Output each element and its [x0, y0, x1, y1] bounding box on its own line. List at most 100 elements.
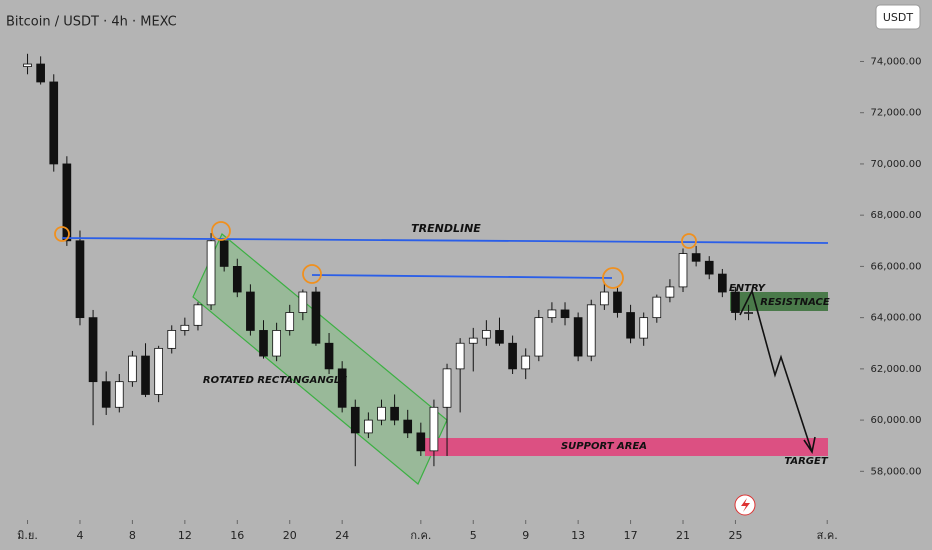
- trendline: [61, 237, 829, 244]
- x-tick-label: 25: [728, 529, 742, 542]
- candle-body: [600, 291, 609, 306]
- y-tick-label: 74,000.00: [871, 56, 922, 67]
- candle-body: [36, 63, 45, 83]
- candle-body: [521, 355, 531, 370]
- y-tick-label: 68,000.00: [871, 210, 922, 221]
- trendline-2: [311, 274, 613, 279]
- x-tick-label: 5: [470, 529, 477, 542]
- candle-body: [718, 273, 727, 293]
- currency-label[interactable]: USDT: [883, 11, 914, 24]
- candle-body: [364, 419, 373, 434]
- candle-body: [455, 342, 465, 370]
- annotation: RESISTNACE: [760, 297, 830, 308]
- lightning: [741, 498, 750, 512]
- y-tick-label: 60,000.00: [871, 415, 922, 426]
- candle-body: [652, 296, 662, 319]
- candle-body: [377, 406, 386, 421]
- candle-body: [665, 286, 675, 298]
- candle-body: [508, 342, 517, 370]
- x-tick-label: ก.ค.: [410, 529, 431, 542]
- candle-body: [23, 63, 32, 68]
- candle-body: [416, 432, 426, 452]
- x-tick-label: 12: [178, 529, 192, 542]
- candle-body: [390, 406, 399, 421]
- x-tick-label: ส.ค.: [817, 529, 838, 542]
- annotation: SUPPORT AREA: [561, 441, 647, 452]
- x-tick-label: 24: [335, 529, 349, 542]
- x-tick-label: 16: [230, 529, 244, 542]
- candle-body: [744, 312, 753, 314]
- circle: [54, 226, 70, 242]
- x-tick-label: 9: [522, 529, 529, 542]
- annotation: ENTRY: [729, 283, 767, 294]
- x-tick-label: มิ.ย.: [17, 529, 38, 542]
- candle-body: [311, 291, 321, 344]
- x-tick-label: 17: [624, 529, 638, 542]
- candle-body: [219, 240, 229, 267]
- candle-body: [691, 253, 701, 262]
- annotation: ROTATED RECTANGANGLE: [203, 375, 347, 386]
- candle-body: [180, 324, 190, 331]
- candle-body: [731, 291, 740, 313]
- candle-body: [206, 240, 216, 306]
- candle-body: [560, 309, 570, 319]
- x-tick-label: 13: [571, 529, 585, 542]
- candle-body: [468, 337, 478, 344]
- chart-title: Bitcoin / USDT · 4h · MEXC: [6, 15, 177, 30]
- x-tick-label: 21: [676, 529, 690, 542]
- candle-body: [259, 330, 268, 357]
- candle-body: [350, 406, 360, 434]
- candles: [23, 53, 753, 467]
- candle-body: [678, 253, 688, 288]
- candle-body: [49, 81, 59, 165]
- candle-body: [495, 330, 504, 344]
- candle-body: [442, 368, 452, 408]
- candle-body: [573, 317, 583, 357]
- support-area: [425, 438, 828, 456]
- x-tick-label: 8: [129, 529, 136, 542]
- y-tick-label: 58,000.00: [871, 466, 922, 477]
- candle-body: [75, 240, 85, 319]
- candle-body: [62, 163, 72, 242]
- y-tick-label: 62,000.00: [871, 364, 922, 375]
- candle-body: [88, 317, 98, 383]
- candle-body: [154, 347, 163, 395]
- candle-body: [482, 330, 491, 339]
- resistance-box: [730, 292, 828, 311]
- circle: [602, 267, 624, 289]
- candle-body: [167, 330, 177, 349]
- candle-body: [704, 260, 714, 275]
- candle-body: [285, 312, 295, 331]
- candle-body: [114, 381, 124, 408]
- candle-body: [613, 291, 622, 313]
- y-tick-label: 64,000.00: [871, 313, 922, 324]
- candle-body: [337, 368, 347, 408]
- y-tick-label: 66,000.00: [871, 261, 922, 272]
- circle: [681, 233, 697, 249]
- y-tick-label: 70,000.00: [871, 159, 922, 170]
- candle-body: [534, 317, 544, 357]
- annotation: TARGET: [784, 456, 829, 467]
- candle-body: [246, 291, 255, 331]
- annotation: TRENDLINE: [411, 222, 481, 235]
- candle-body: [141, 355, 150, 395]
- candle-body: [547, 309, 557, 319]
- x-tick-label: 4: [76, 529, 83, 542]
- circle: [211, 221, 231, 241]
- candle-body: [232, 266, 242, 293]
- candle-body: [324, 342, 334, 370]
- y-tick-label: 72,000.00: [871, 108, 922, 119]
- candle-body: [272, 330, 281, 357]
- currency-button[interactable]: [875, 4, 921, 30]
- candle-body: [639, 317, 649, 339]
- candle-body: [298, 291, 308, 313]
- candle-body: [586, 304, 596, 357]
- projection-arrow: [739, 288, 816, 455]
- candle-body: [403, 419, 413, 434]
- circle: [302, 264, 322, 284]
- axes: 58,000.00 60,000.00 62,000.00 64,000.00 66,0…: [17, 56, 921, 542]
- x-tick-label: 20: [283, 529, 297, 542]
